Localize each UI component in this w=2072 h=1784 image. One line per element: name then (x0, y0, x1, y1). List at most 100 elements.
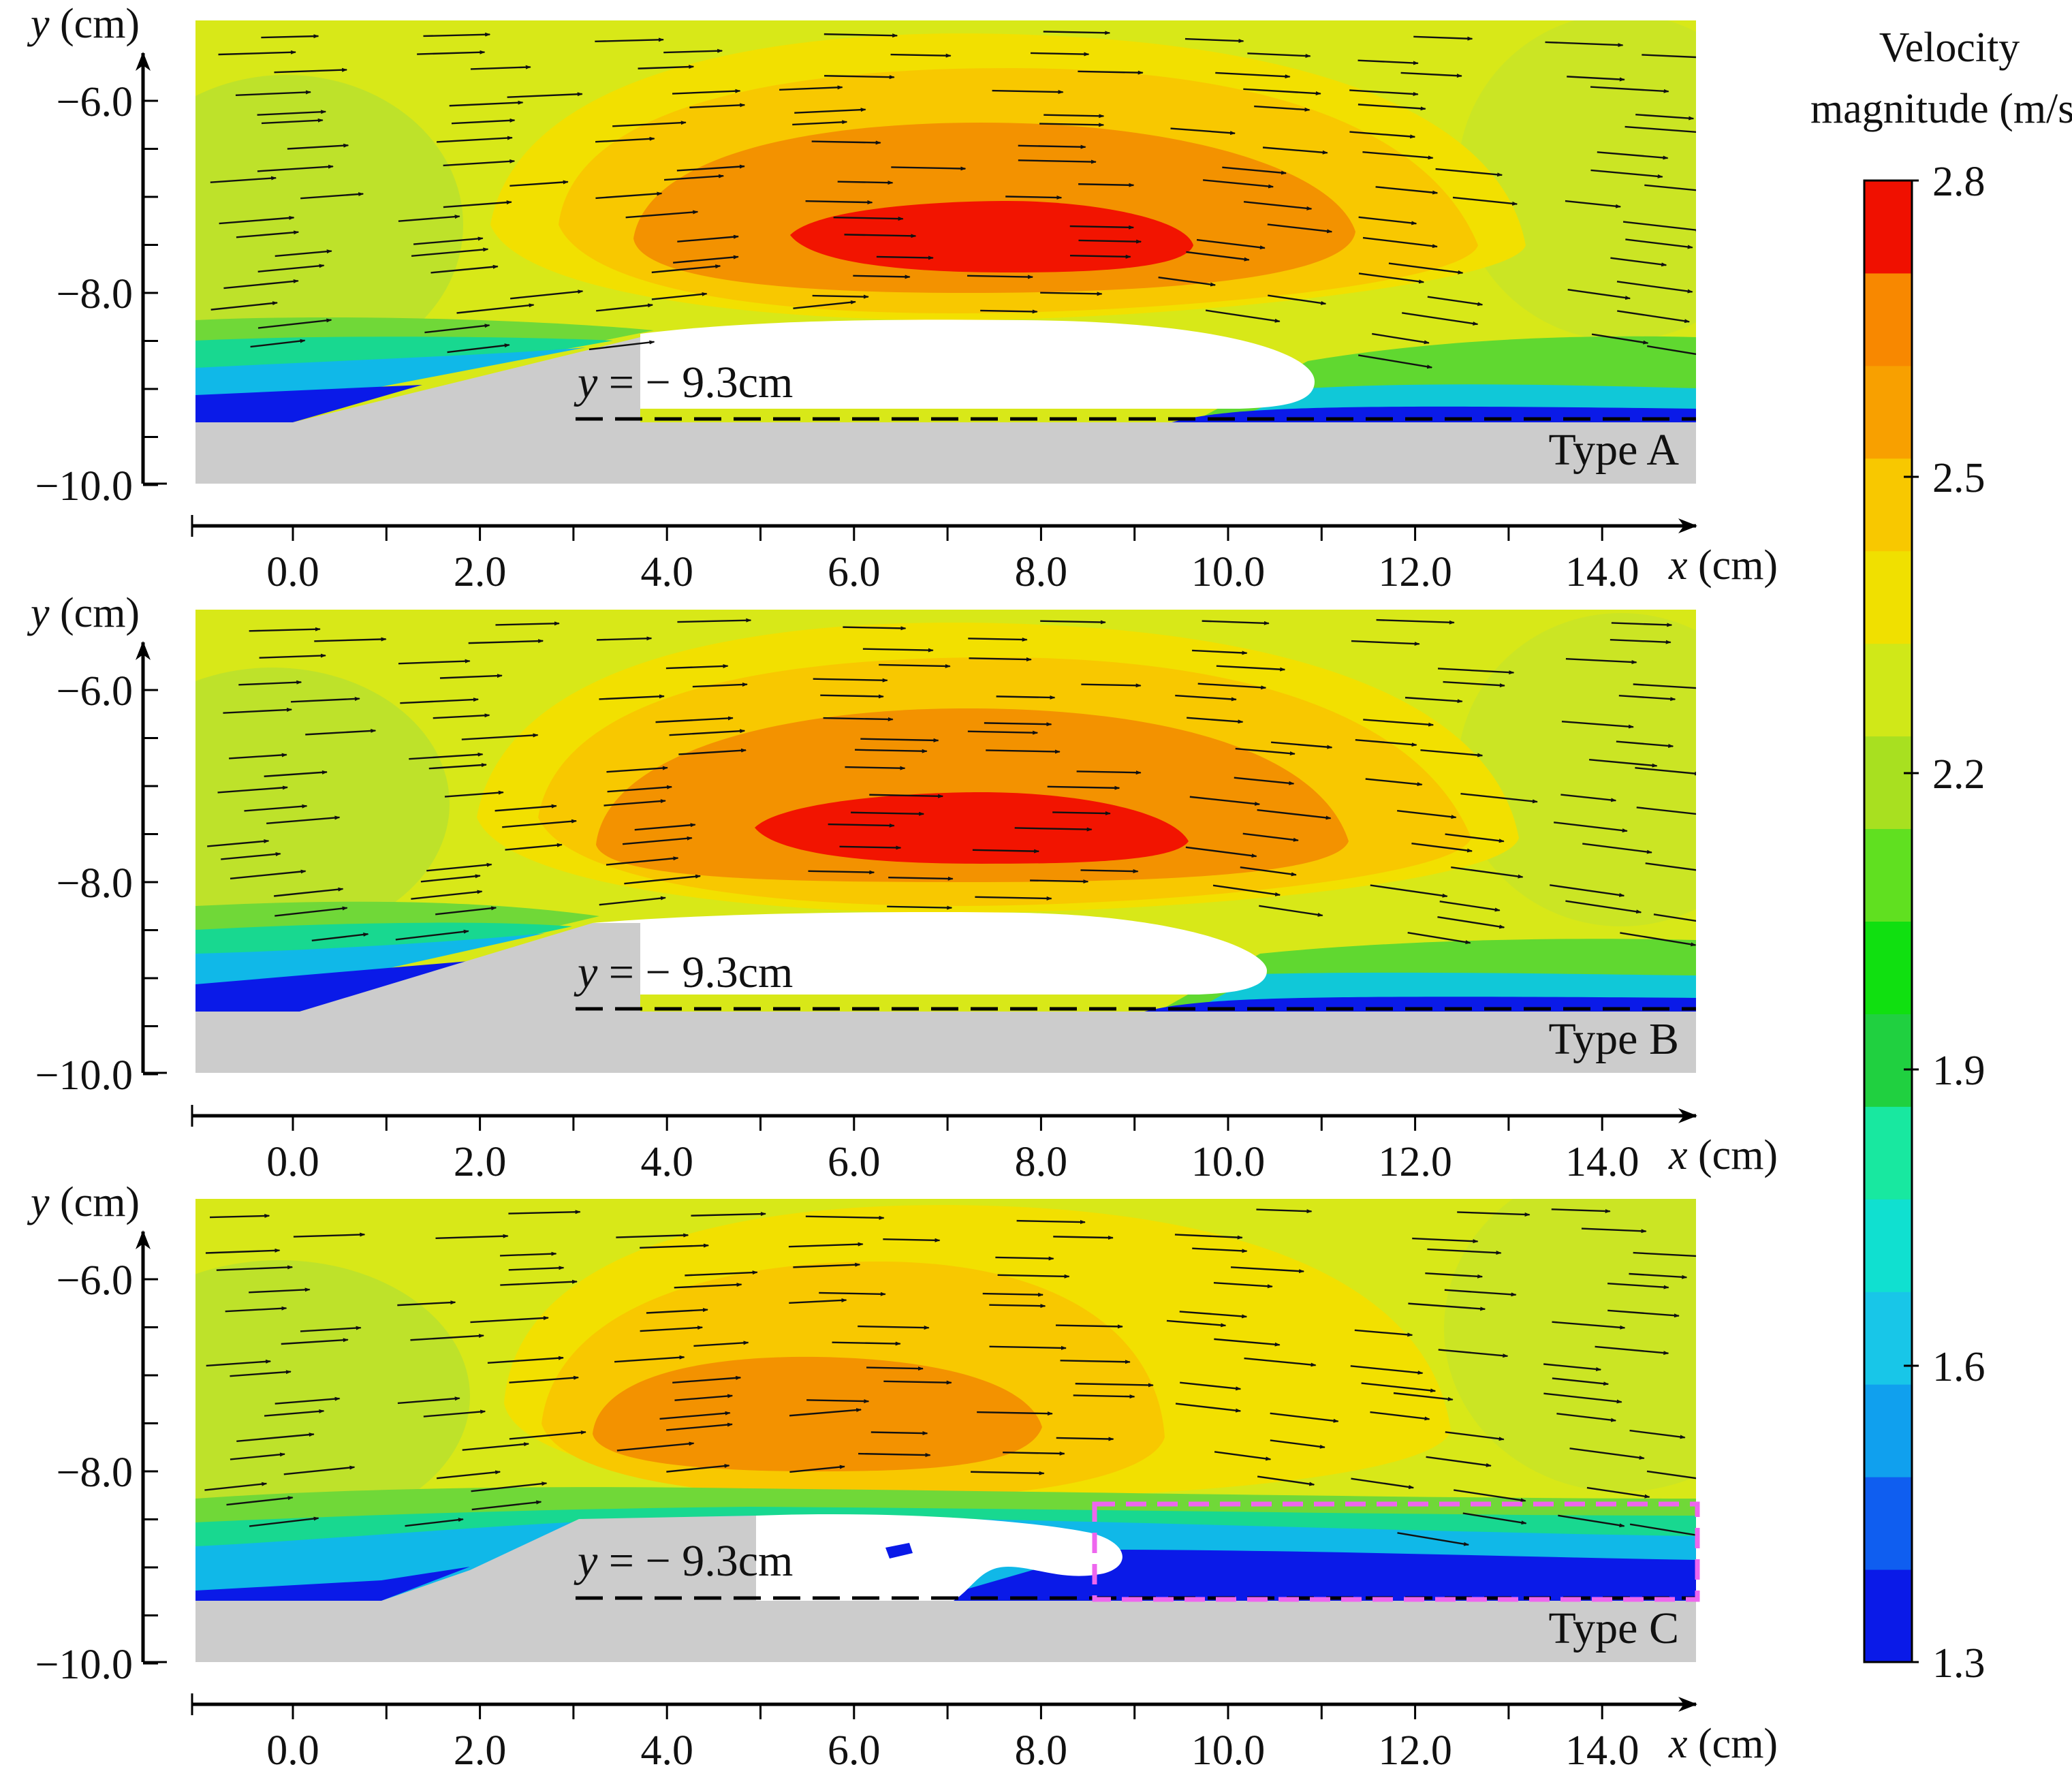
velocity-vector (1443, 680, 1505, 688)
velocity-vector (1646, 1470, 1696, 1480)
velocity-vector (685, 1270, 758, 1277)
velocity-vector (833, 216, 904, 221)
velocity-vector (1358, 354, 1433, 369)
velocity-vector (311, 933, 369, 942)
y-tick-label: −10.0 (35, 463, 133, 510)
colorbar-swatch (1864, 272, 1912, 366)
velocity-vector (638, 65, 695, 69)
velocity-vector (314, 637, 387, 642)
panel-label-c: Type C (1548, 1603, 1679, 1653)
velocity-vector (1622, 221, 1696, 232)
velocity-vector (1556, 1413, 1617, 1422)
velocity-vector (876, 255, 934, 260)
velocity-vector (1357, 104, 1426, 111)
x-tick-label: 10.0 (1191, 1139, 1266, 1185)
velocity-vector (249, 1287, 311, 1294)
velocity-vector (424, 324, 490, 334)
velocity-vector (1561, 720, 1634, 729)
velocity-vector (471, 1482, 548, 1492)
velocity-vector (845, 766, 906, 770)
velocity-vector (823, 33, 898, 38)
velocity-vector (1257, 809, 1332, 820)
velocity-vector (1635, 767, 1696, 776)
velocity-vector (1205, 309, 1281, 323)
velocity-vector (470, 65, 531, 70)
x-tick-label: 14.0 (1565, 1727, 1639, 1774)
cavity-blue-spot (885, 1543, 913, 1559)
velocity-vector (290, 696, 360, 703)
velocity-vector (1030, 879, 1089, 884)
velocity-vector (500, 1251, 557, 1257)
velocity-vector (789, 1465, 845, 1473)
x-tick-label: 2.0 (454, 1139, 507, 1185)
velocity-vector (264, 770, 328, 777)
velocity-vector (1445, 833, 1505, 843)
x-axis-title: x (cm) (1668, 1132, 1778, 1178)
velocity-vector (1552, 1377, 1610, 1386)
velocity-vector (495, 804, 557, 812)
velocity-vector (1242, 832, 1299, 842)
velocity-vector (1645, 862, 1696, 871)
velocity-vector (677, 234, 739, 242)
colorbar-tick-label: 2.5 (1932, 455, 1985, 501)
velocity-vector (223, 707, 293, 714)
field-left-patch (195, 75, 463, 375)
velocity-vector (1257, 1475, 1315, 1486)
velocity-vector (1235, 747, 1296, 756)
velocity-vector (1158, 276, 1216, 287)
reference-label-a: y = − 9.3cm (574, 358, 793, 407)
velocity-vector (1629, 1523, 1696, 1536)
velocity-vector (691, 1212, 766, 1217)
velocity-vector (1620, 932, 1696, 947)
colorbar-swatch (1864, 550, 1912, 644)
velocity-vector (788, 1242, 864, 1248)
velocity-vector (1408, 1302, 1486, 1311)
velocity-vector (1635, 113, 1695, 121)
velocity-vector (509, 289, 584, 300)
velocity-vector (1349, 89, 1419, 96)
velocity-vector (274, 887, 344, 897)
field-left-patch (195, 668, 450, 940)
velocity-vector (968, 637, 1028, 642)
velocity-vector (218, 50, 296, 56)
colorbar-swatch (1864, 458, 1912, 552)
velocity-vector (444, 790, 504, 798)
velocity-vector (1189, 796, 1261, 806)
reference-label-b: y = − 9.3cm (574, 948, 793, 997)
y-tick-label: −8.0 (57, 860, 133, 907)
velocity-vector (1411, 843, 1473, 853)
velocity-vector (792, 120, 848, 126)
velocity-vector (1184, 37, 1244, 44)
velocity-vector (1055, 1324, 1123, 1329)
colorbar-tick-label: 1.9 (1932, 1048, 1985, 1094)
velocity-vector (456, 303, 535, 314)
velocity-vector (1196, 238, 1266, 250)
velocity-vector (1597, 151, 1669, 160)
velocity-vector (1445, 1431, 1505, 1441)
velocity-vector (437, 136, 513, 143)
colorbar-swatch (1864, 1477, 1912, 1570)
velocity-vector (259, 653, 326, 659)
velocity-vectors-b (207, 618, 1696, 947)
velocity-vectors-c (204, 1208, 1696, 1546)
velocity-vector (420, 874, 481, 883)
velocity-vector (669, 729, 746, 736)
velocity-vector (890, 53, 952, 58)
velocity-vector (283, 1465, 356, 1475)
velocity-vector (1426, 1456, 1492, 1467)
velocity-vector (257, 164, 334, 172)
velocity-vector (395, 929, 469, 941)
velocity-vector (1460, 792, 1538, 804)
field-left-patch (195, 1260, 470, 1533)
velocity-vector (1018, 144, 1086, 149)
velocity-vector (1244, 1357, 1317, 1367)
velocity-vector (1047, 785, 1120, 790)
velocity-vector (1590, 169, 1663, 178)
velocity-vector (599, 694, 665, 700)
velocity-vector (812, 294, 869, 299)
velocity-vector (225, 1306, 287, 1313)
velocity-vector (811, 140, 881, 145)
velocity-vector (806, 1399, 870, 1404)
colorbar-swatch (1864, 828, 1912, 922)
colorbar: Velocity magnitude (m/s) 2.8 2.5 2.2 1.9 1.6… (1810, 25, 2072, 1687)
